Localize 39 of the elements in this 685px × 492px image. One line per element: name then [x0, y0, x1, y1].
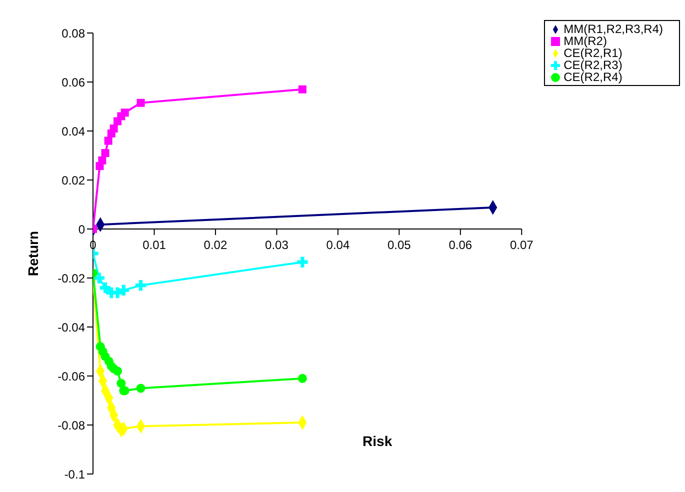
point — [112, 366, 122, 376]
y-tick-label: 0 — [78, 222, 86, 236]
point — [101, 149, 110, 158]
point — [116, 378, 126, 388]
x-tick-label: 0.04 — [326, 238, 350, 252]
legend-label: CE(R2,R4) — [564, 70, 622, 84]
point — [118, 284, 129, 296]
y-tick-label: -0.02 — [58, 271, 86, 286]
x-tick-label: 0.05 — [387, 238, 412, 252]
point — [104, 136, 112, 145]
y-tick-label: -0.06 — [58, 369, 86, 384]
y-tick-label: 0.06 — [62, 75, 86, 90]
point — [120, 108, 129, 117]
legend-label: CE(R2,R3) — [564, 58, 622, 72]
x-axis-title: Risk — [362, 433, 392, 449]
y-tick-label: -0.08 — [58, 418, 86, 432]
y-tick-label: 0.04 — [62, 124, 86, 138]
point — [297, 256, 308, 268]
point — [136, 384, 146, 393]
point — [298, 85, 306, 94]
legend-label: MM(R1,R2,R3,R4) — [564, 22, 663, 36]
x-tick-label: 0.07 — [510, 238, 534, 252]
point — [98, 156, 106, 164]
x-tick-label: 0.01 — [142, 238, 166, 252]
y-tick-label: 0.02 — [62, 173, 86, 188]
y-axis-title: Return — [24, 230, 41, 276]
legend-label: MM(R2) — [564, 34, 607, 48]
x-tick-label: 0.02 — [204, 238, 228, 252]
point — [110, 124, 118, 133]
point — [135, 280, 146, 291]
x-tick-label: 0.06 — [448, 238, 472, 252]
y-tick-label: 0.08 — [62, 26, 86, 40]
y-tick-label: -0.04 — [58, 320, 86, 334]
point — [136, 98, 145, 107]
legend-label: CE(R2,R1) — [564, 46, 622, 60]
x-tick-label: 0.03 — [265, 238, 289, 252]
point — [94, 272, 104, 284]
point — [298, 374, 307, 383]
y-tick-label: -0.1 — [64, 467, 86, 482]
